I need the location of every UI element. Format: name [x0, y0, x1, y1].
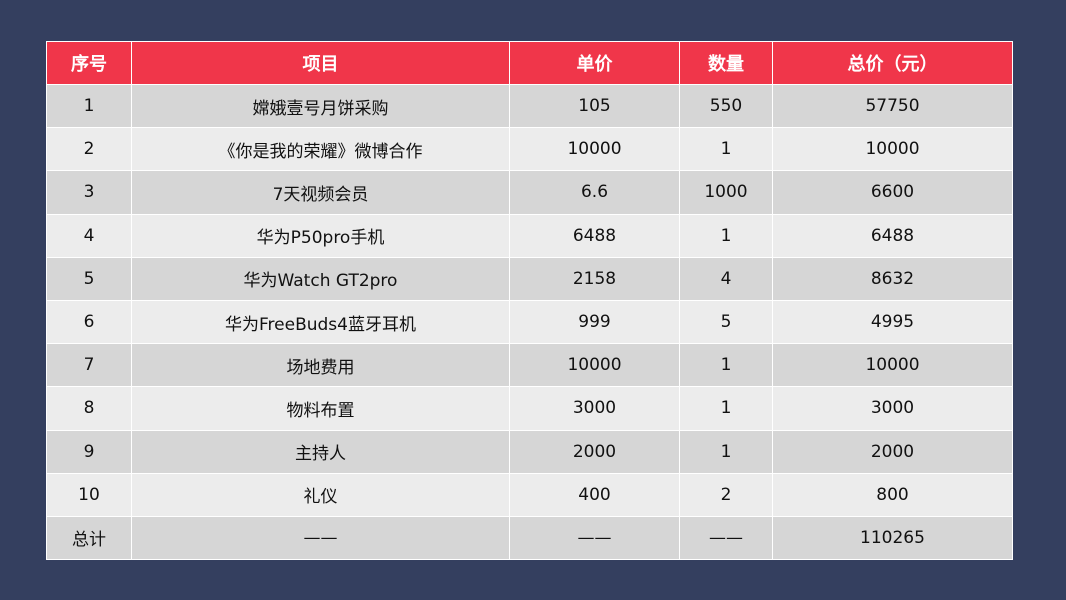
cell-item: 华为P50pro手机	[132, 214, 510, 257]
total-item-placeholder: ——	[132, 516, 510, 559]
cell-quantity: 1000	[680, 171, 773, 214]
cell-quantity: 1	[680, 344, 773, 387]
table-row: 4 华为P50pro手机 6488 1 6488	[47, 214, 1013, 257]
table-row: 9 主持人 2000 1 2000	[47, 430, 1013, 473]
cell-index: 8	[47, 387, 132, 430]
cell-total-price: 6488	[773, 214, 1013, 257]
cell-item: 华为FreeBuds4蓝牙耳机	[132, 300, 510, 343]
table-row: 3 7天视频会员 6.6 1000 6600	[47, 171, 1013, 214]
cell-quantity: 1	[680, 214, 773, 257]
cell-quantity: 1	[680, 430, 773, 473]
cell-total-price: 3000	[773, 387, 1013, 430]
cell-quantity: 2	[680, 473, 773, 516]
cell-quantity: 1	[680, 387, 773, 430]
cell-unit-price: 6.6	[510, 171, 680, 214]
cell-item: 《你是我的荣耀》微博合作	[132, 128, 510, 171]
table-row: 1 嫦娥壹号月饼采购 105 550 57750	[47, 85, 1013, 128]
header-item: 项目	[132, 42, 510, 85]
header-index: 序号	[47, 42, 132, 85]
table-row: 2 《你是我的荣耀》微博合作 10000 1 10000	[47, 128, 1013, 171]
cell-total-price: 2000	[773, 430, 1013, 473]
cell-item: 礼仪	[132, 473, 510, 516]
table-row: 8 物料布置 3000 1 3000	[47, 387, 1013, 430]
cell-index: 2	[47, 128, 132, 171]
cell-quantity: 4	[680, 257, 773, 300]
cell-index: 5	[47, 257, 132, 300]
budget-table: 序号 项目 单价 数量 总价（元） 1 嫦娥壹号月饼采购 105 550 577…	[46, 41, 1013, 560]
cell-unit-price: 105	[510, 85, 680, 128]
cell-index: 4	[47, 214, 132, 257]
cell-index: 7	[47, 344, 132, 387]
cell-index: 1	[47, 85, 132, 128]
cell-index: 10	[47, 473, 132, 516]
cell-unit-price: 2000	[510, 430, 680, 473]
cell-item: 华为Watch GT2pro	[132, 257, 510, 300]
cell-unit-price: 999	[510, 300, 680, 343]
cell-index: 6	[47, 300, 132, 343]
cell-total-price: 4995	[773, 300, 1013, 343]
cell-unit-price: 10000	[510, 344, 680, 387]
cell-total-price: 8632	[773, 257, 1013, 300]
table-row: 6 华为FreeBuds4蓝牙耳机 999 5 4995	[47, 300, 1013, 343]
table-row: 7 场地费用 10000 1 10000	[47, 344, 1013, 387]
header-total-price: 总价（元）	[773, 42, 1013, 85]
cell-item: 场地费用	[132, 344, 510, 387]
cell-index: 3	[47, 171, 132, 214]
cell-unit-price: 6488	[510, 214, 680, 257]
table-header-row: 序号 项目 单价 数量 总价（元）	[47, 42, 1013, 85]
cell-total-price: 800	[773, 473, 1013, 516]
cell-item: 主持人	[132, 430, 510, 473]
total-label: 总计	[47, 516, 132, 559]
total-quantity-placeholder: ——	[680, 516, 773, 559]
table-total-row: 总计 —— —— —— 110265	[47, 516, 1013, 559]
cell-index: 9	[47, 430, 132, 473]
table-row: 10 礼仪 400 2 800	[47, 473, 1013, 516]
header-quantity: 数量	[680, 42, 773, 85]
header-unit-price: 单价	[510, 42, 680, 85]
cell-unit-price: 3000	[510, 387, 680, 430]
cell-total-price: 10000	[773, 128, 1013, 171]
cell-total-price: 57750	[773, 85, 1013, 128]
cell-item: 7天视频会员	[132, 171, 510, 214]
cell-total-price: 10000	[773, 344, 1013, 387]
cell-quantity: 1	[680, 128, 773, 171]
total-unit-price-placeholder: ——	[510, 516, 680, 559]
cell-total-price: 6600	[773, 171, 1013, 214]
cell-unit-price: 10000	[510, 128, 680, 171]
cell-unit-price: 400	[510, 473, 680, 516]
cell-item: 物料布置	[132, 387, 510, 430]
table-row: 5 华为Watch GT2pro 2158 4 8632	[47, 257, 1013, 300]
cell-quantity: 550	[680, 85, 773, 128]
grand-total-value: 110265	[773, 516, 1013, 559]
cell-unit-price: 2158	[510, 257, 680, 300]
cell-item: 嫦娥壹号月饼采购	[132, 85, 510, 128]
cell-quantity: 5	[680, 300, 773, 343]
